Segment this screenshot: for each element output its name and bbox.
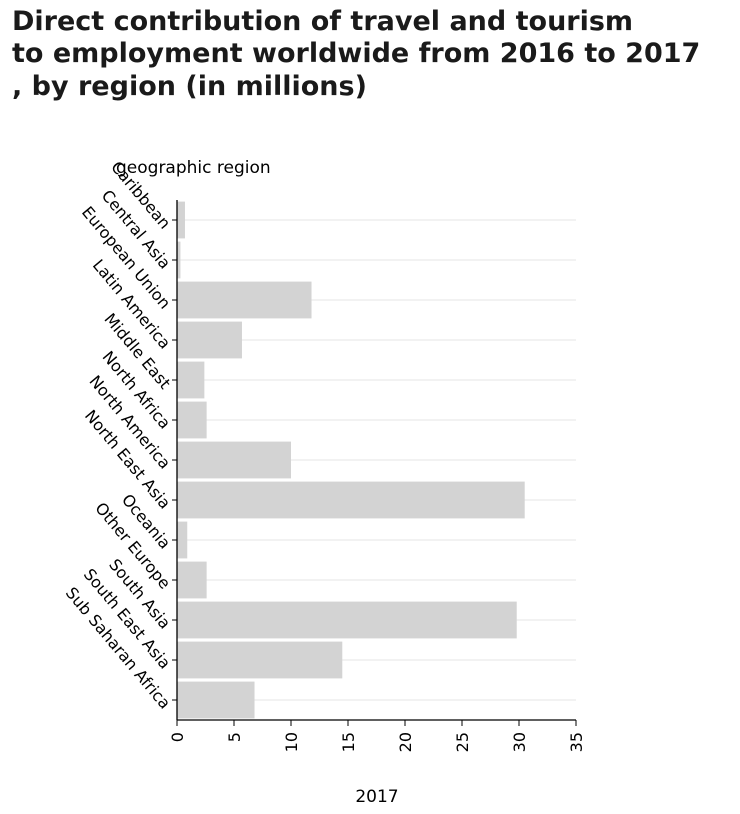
chart-title: Direct contribution of travel and touris… [12, 6, 701, 102]
bar [177, 641, 343, 679]
bar [177, 561, 207, 599]
bar [177, 201, 185, 239]
x-tick-label: 15 [339, 732, 358, 752]
x-tick-label: 35 [567, 732, 586, 752]
x-tick-label: 20 [396, 732, 415, 752]
bar [177, 521, 188, 559]
x-tick-label: 5 [225, 732, 244, 742]
axes [172, 200, 577, 726]
bar [177, 321, 242, 359]
bar [177, 401, 207, 439]
x-axis-title: 2017 [355, 787, 398, 807]
x-tick-label: 10 [282, 732, 301, 752]
x-tick-labels: 0 5 10 15 20 25 30 35 [168, 732, 586, 752]
gridlines [177, 219, 576, 701]
bar [177, 361, 205, 399]
x-tick-label: 25 [453, 732, 472, 752]
y-axis-title: geographic region [116, 158, 271, 178]
bars [177, 201, 525, 719]
bar [177, 241, 181, 279]
bar [177, 281, 312, 319]
x-tick-label: 0 [168, 732, 187, 742]
bar [177, 601, 517, 639]
bar [177, 681, 255, 719]
bar [177, 481, 525, 519]
x-tick-label: 30 [510, 732, 529, 752]
bar [177, 441, 291, 479]
